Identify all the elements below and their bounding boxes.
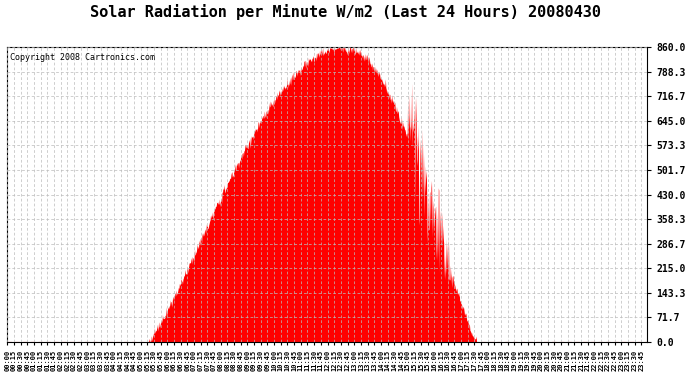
Text: Copyright 2008 Cartronics.com: Copyright 2008 Cartronics.com	[10, 53, 155, 62]
Text: Solar Radiation per Minute W/m2 (Last 24 Hours) 20080430: Solar Radiation per Minute W/m2 (Last 24…	[90, 4, 600, 20]
